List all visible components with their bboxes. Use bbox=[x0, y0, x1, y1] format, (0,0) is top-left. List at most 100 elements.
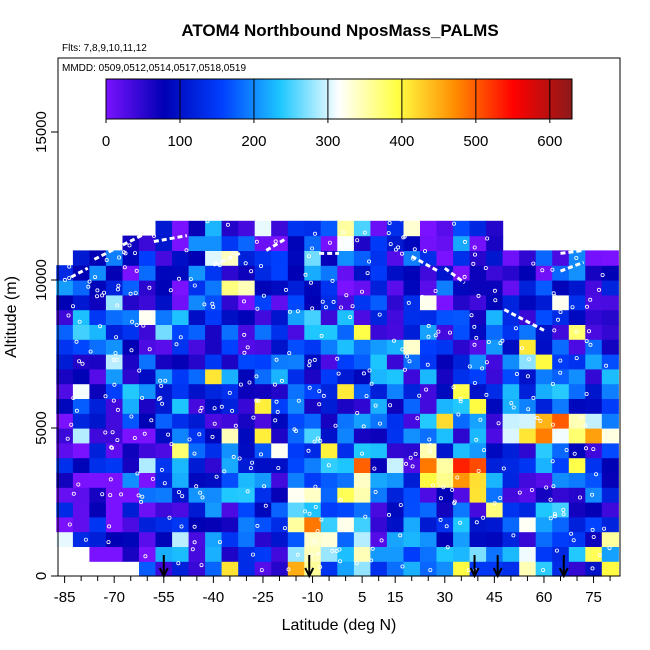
heatmap-cell bbox=[304, 354, 322, 370]
sample-point bbox=[159, 467, 164, 472]
heatmap-cell bbox=[535, 487, 553, 503]
heatmap-cell bbox=[72, 250, 90, 266]
sample-point bbox=[348, 315, 353, 320]
y-axis-label: Altitude (m) bbox=[3, 276, 20, 358]
heatmap-cell bbox=[72, 324, 90, 340]
sample-point bbox=[310, 306, 315, 311]
sample-point bbox=[445, 545, 450, 550]
heatmap-cell bbox=[568, 472, 586, 488]
sample-point bbox=[67, 522, 72, 527]
heatmap-cell bbox=[122, 413, 140, 429]
heatmap-cell bbox=[56, 442, 74, 459]
heatmap-cell bbox=[304, 442, 322, 459]
colorbar-gradient bbox=[105, 78, 573, 120]
sample-point bbox=[492, 288, 497, 293]
sample-point bbox=[102, 290, 107, 295]
heatmap-cell bbox=[304, 220, 322, 237]
heatmap-cell bbox=[89, 324, 107, 340]
sample-point bbox=[469, 313, 474, 318]
flight-track bbox=[153, 234, 188, 243]
sample-point bbox=[159, 383, 164, 388]
heatmap-cell bbox=[601, 368, 619, 385]
sample-point bbox=[115, 438, 120, 443]
sample-point bbox=[517, 490, 522, 495]
heatmap-cell bbox=[205, 368, 223, 385]
sample-point bbox=[103, 430, 108, 435]
heatmap-cell bbox=[353, 561, 371, 577]
heatmap-cell bbox=[420, 220, 438, 237]
heatmap-cell bbox=[453, 516, 471, 533]
heatmap-cell bbox=[469, 220, 487, 237]
sample-point bbox=[205, 219, 210, 224]
sample-point bbox=[256, 398, 261, 403]
heatmap-cell bbox=[205, 339, 223, 355]
sample-point bbox=[247, 380, 252, 385]
heatmap-cell bbox=[601, 472, 619, 488]
sample-point bbox=[590, 527, 595, 532]
heatmap-cell bbox=[254, 398, 272, 414]
heatmap-cell bbox=[56, 472, 74, 488]
heatmap-cell bbox=[502, 531, 520, 547]
heatmap-cell bbox=[221, 502, 239, 518]
heatmap-cell bbox=[519, 531, 537, 547]
sample-point bbox=[561, 507, 566, 512]
sample-point bbox=[378, 421, 383, 426]
sample-point bbox=[274, 357, 279, 362]
heatmap-cell bbox=[304, 502, 322, 518]
sample-point bbox=[95, 288, 100, 293]
heatmap-cell bbox=[568, 339, 586, 355]
sample-point bbox=[372, 214, 377, 219]
heatmap-cell bbox=[254, 339, 272, 355]
heatmap-cell bbox=[105, 442, 123, 459]
y-tick-label: 15000 bbox=[33, 111, 50, 153]
heatmap-cell bbox=[519, 487, 537, 503]
heatmap-cell bbox=[172, 280, 190, 296]
sample-point bbox=[373, 403, 378, 408]
sample-point bbox=[554, 548, 559, 553]
heatmap-cell bbox=[320, 516, 338, 533]
heatmap-cell bbox=[155, 220, 173, 237]
heatmap-cell bbox=[420, 546, 438, 562]
sample-point bbox=[169, 441, 174, 446]
heatmap-cell bbox=[601, 428, 619, 444]
sample-point bbox=[276, 465, 281, 470]
heatmap-cell bbox=[519, 546, 537, 562]
heatmap-cell bbox=[271, 502, 289, 518]
heatmap-cell bbox=[287, 398, 305, 414]
sample-point bbox=[129, 348, 134, 353]
heatmap-cell bbox=[105, 368, 123, 385]
sample-point bbox=[326, 463, 331, 468]
heatmap-cell bbox=[420, 413, 438, 429]
heatmap-cell bbox=[337, 457, 355, 473]
heatmap-cell bbox=[105, 413, 123, 429]
heatmap-cell bbox=[172, 265, 190, 281]
heatmap-cell bbox=[205, 561, 223, 577]
heatmap-cell bbox=[155, 487, 173, 503]
heatmap-cell bbox=[72, 428, 90, 444]
sample-point bbox=[427, 437, 432, 442]
sample-point bbox=[467, 364, 472, 369]
heatmap-cell bbox=[403, 294, 421, 311]
heatmap-cell bbox=[436, 354, 454, 370]
heatmap-cell bbox=[585, 472, 603, 488]
heatmap-cell bbox=[139, 398, 157, 414]
heatmap-cell bbox=[403, 413, 421, 429]
heatmap-cell bbox=[122, 324, 140, 340]
heatmap-cell bbox=[585, 383, 603, 399]
sample-point bbox=[540, 268, 545, 273]
heatmap-cell bbox=[287, 280, 305, 296]
sample-point bbox=[272, 382, 277, 387]
heatmap-cell bbox=[337, 428, 355, 444]
heatmap-cell bbox=[519, 472, 537, 488]
sample-point bbox=[501, 466, 506, 471]
heatmap-cell bbox=[89, 265, 107, 281]
sample-point bbox=[561, 512, 566, 517]
sample-point bbox=[110, 430, 115, 435]
sample-point bbox=[558, 370, 563, 375]
heatmap-cell bbox=[172, 531, 190, 547]
heatmap-cell bbox=[254, 516, 272, 533]
heatmap-cell bbox=[486, 280, 504, 296]
heatmap-cell bbox=[535, 339, 553, 355]
heatmap-cell bbox=[238, 398, 256, 414]
heatmap-cell bbox=[205, 220, 223, 237]
